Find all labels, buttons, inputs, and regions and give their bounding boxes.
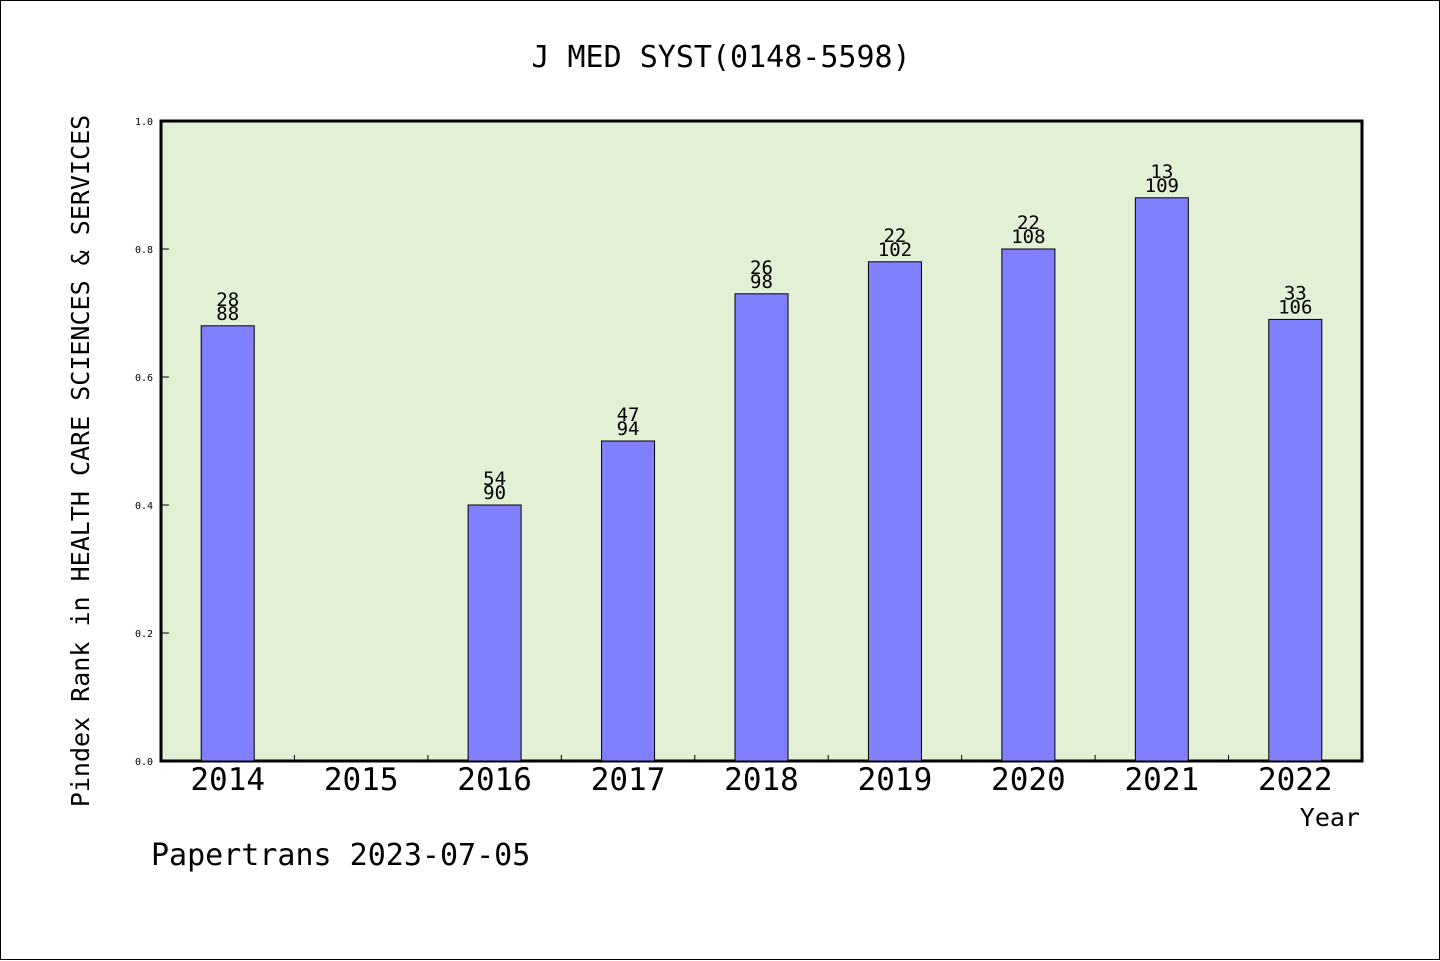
x-tick-label-2014: 2014 <box>190 762 265 798</box>
y-tick-label-0.8: 0.8 <box>135 245 153 256</box>
x-axis-ticks: 2014 2015 2016 2017 2018 2019 2020 2021 2022 <box>190 755 1333 798</box>
bar-rank-label-2017: 47 <box>617 404 640 426</box>
x-tick-label-2021: 2021 <box>1125 762 1200 798</box>
x-tick-label-2022: 2022 <box>1258 762 1333 798</box>
bar-2020 <box>1001 248 1056 762</box>
bar-total-label-2021: 109 <box>1145 175 1179 197</box>
x-tick-label-2015: 2015 <box>324 762 399 798</box>
y-tick-label-0.2: 0.2 <box>135 629 153 640</box>
x-tick-label-2018: 2018 <box>724 762 799 798</box>
x-tick-label-2020: 2020 <box>991 762 1066 798</box>
x-tick-label-2016: 2016 <box>457 762 532 798</box>
bar-2016 <box>467 504 522 762</box>
chart-title: J MED SYST(0148-5598) <box>531 40 910 75</box>
y-tick-label-1.0: 1.0 <box>135 117 153 128</box>
x-tick-label-2017: 2017 <box>591 762 666 798</box>
bar-total-label-2020: 108 <box>1011 226 1045 248</box>
x-tick-label-2019: 2019 <box>858 762 933 798</box>
y-tick-label-0.0: 0.0 <box>135 757 153 768</box>
y-tick-label-0.6: 0.6 <box>135 373 153 384</box>
bar-rank-label-2018: 26 <box>750 257 773 279</box>
footer-credit: Papertrans 2023-07-05 <box>151 838 530 873</box>
bar-2019 <box>867 261 922 762</box>
bar-rank-label-2019: 22 <box>883 225 906 247</box>
y-tick-label-0.4: 0.4 <box>135 501 153 512</box>
bar-2021 <box>1134 197 1189 762</box>
bar-total-label-2014: 88 <box>216 303 239 325</box>
bars-layer <box>200 197 1323 762</box>
bar-rank-label-2020: 22 <box>1017 212 1040 234</box>
y-axis-label: Pindex Rank in HEALTH CARE SCIENCES & SE… <box>66 115 95 807</box>
bar-2014 <box>200 325 255 762</box>
y-axis-ticks: 0.0 0.2 0.4 0.6 0.8 1.0 <box>135 117 169 768</box>
bar-rank-label-2021: 13 <box>1150 161 1173 183</box>
bar-total-label-2016: 90 <box>483 482 506 504</box>
bar-total-label-2018: 98 <box>750 271 773 293</box>
bar-rank-label-2016: 54 <box>483 468 506 490</box>
bar-total-label-2019: 102 <box>878 239 912 261</box>
bar-total-label-2017: 94 <box>617 418 640 440</box>
bar-2018 <box>734 293 789 762</box>
bar-2022 <box>1268 318 1323 762</box>
bar-total-label-2022: 106 <box>1278 296 1312 318</box>
x-axis-label: Year <box>1300 803 1360 832</box>
bar-rank-label-2022: 33 <box>1284 282 1307 304</box>
bar-2017 <box>601 440 656 762</box>
bar-rank-label-2014: 28 <box>216 289 239 311</box>
